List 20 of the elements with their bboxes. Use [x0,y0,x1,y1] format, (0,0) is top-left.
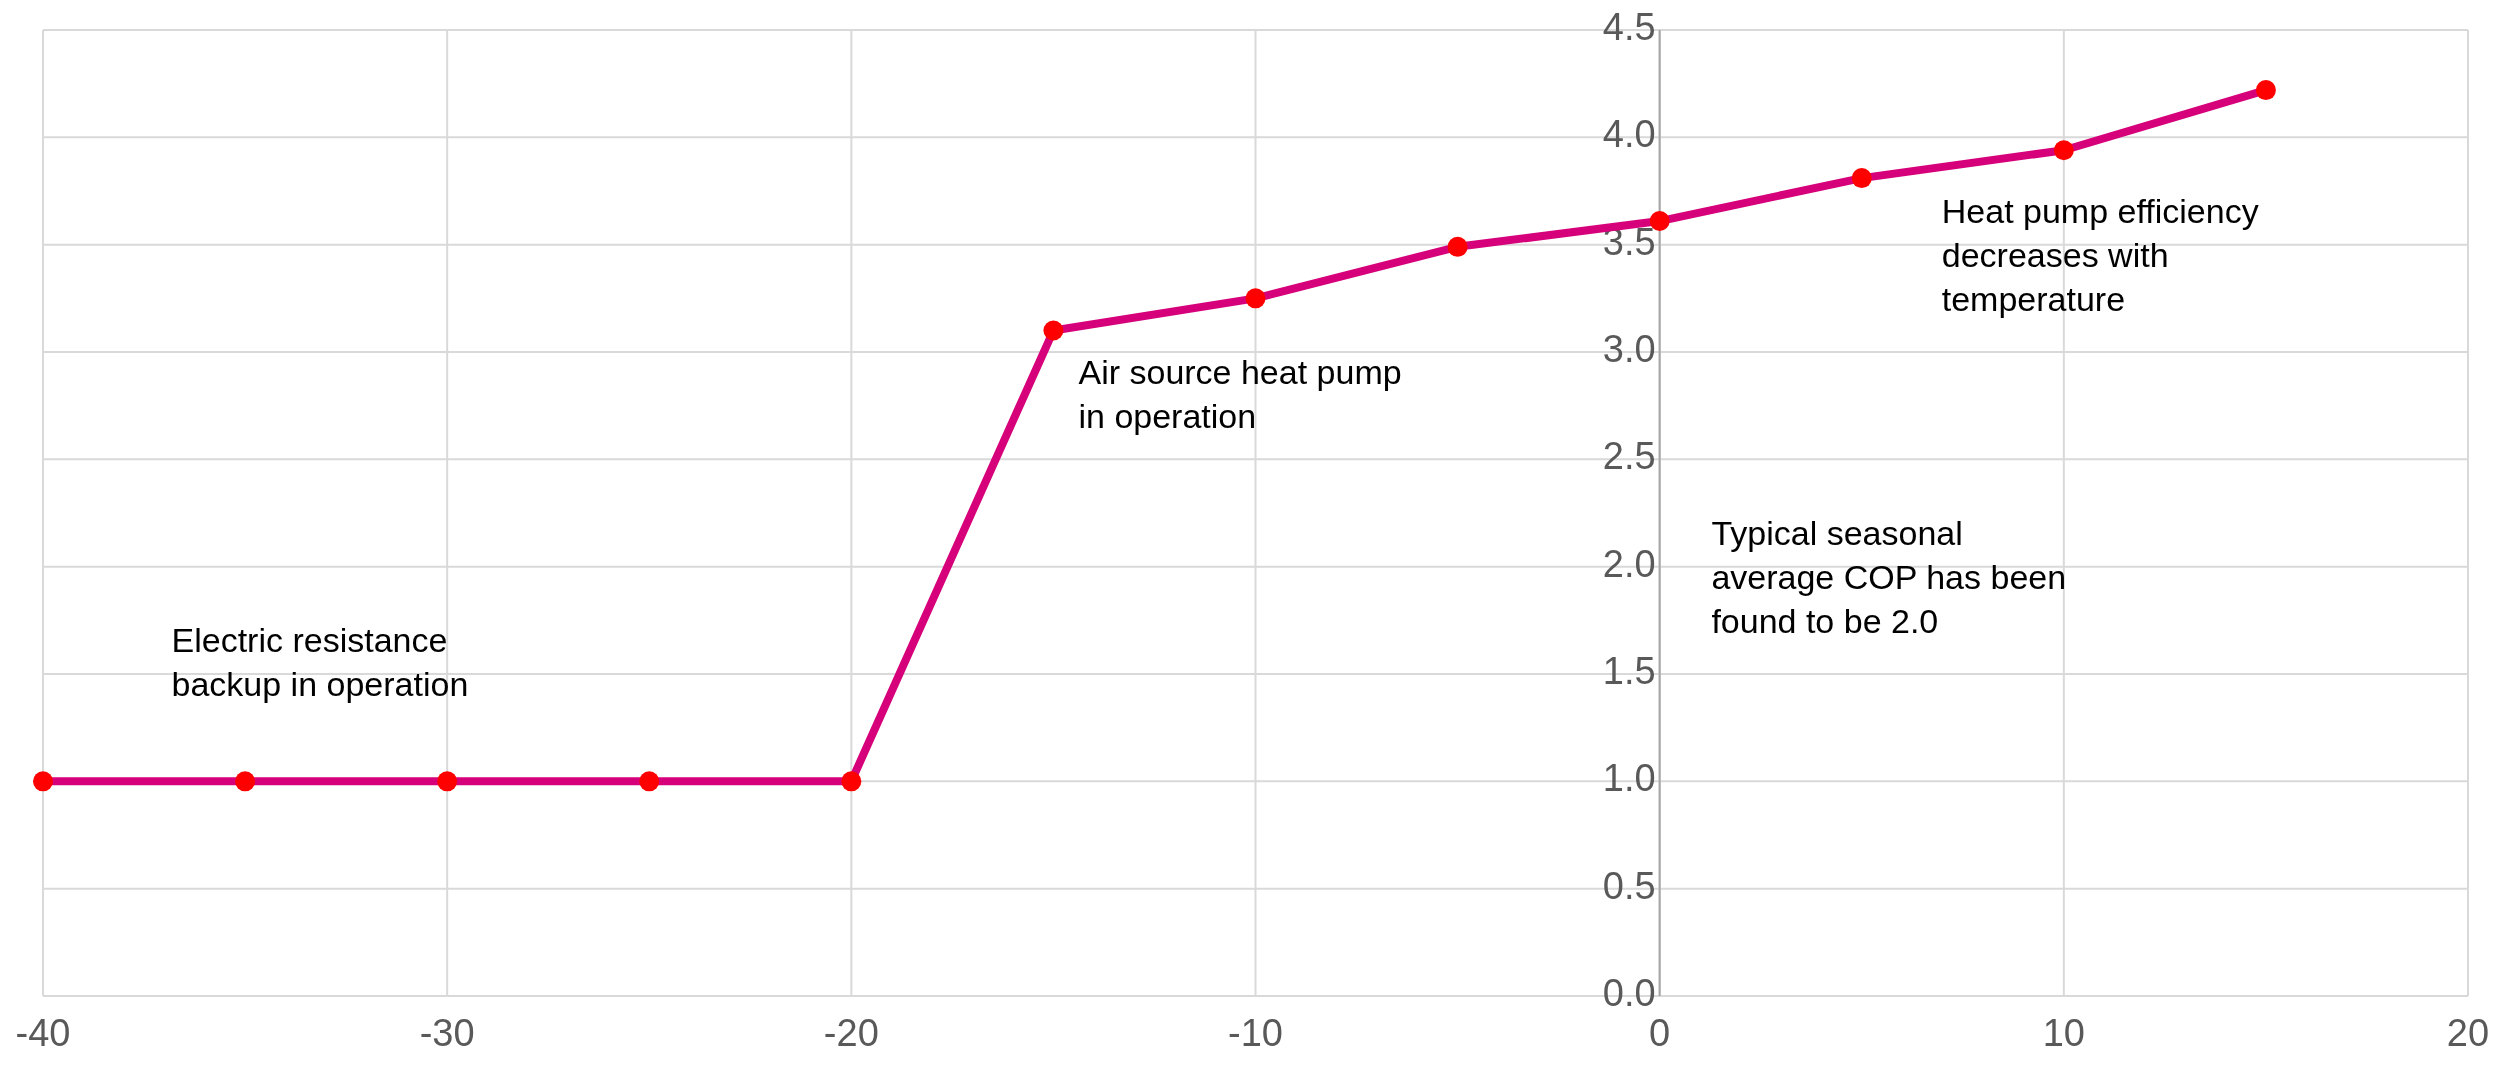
x-tick-label: 0 [1649,1012,1671,1054]
y-tick-label: 4.5 [1602,6,1656,49]
annotation: Electric resistance backup in operation [171,621,469,704]
y-tick-label: 0.0 [1602,972,1656,1015]
annotation: Typical seasonal average COP has been found to be 2.0 [1711,514,2067,640]
x-tick-label: -20 [823,1012,879,1054]
x-tick-label: 10 [2042,1012,2085,1054]
annotation: Heat pump efficiency decreases with temperature [1941,192,2259,319]
y-tick-label: 1.0 [1602,757,1656,800]
y-tick-label: 1.5 [1602,650,1656,693]
x-tick-label: 20 [2446,1012,2490,1054]
y-tick-label: 4.0 [1602,113,1656,156]
y-tick-label: 2.5 [1602,435,1656,478]
annotation: Air source heat pump in operation [1078,352,1402,435]
x-tick-label: -40 [15,1012,71,1054]
x-tick-label: -30 [419,1012,475,1054]
y-tick-label: 3.0 [1602,328,1656,371]
x-tick-label: -10 [1228,1012,1283,1054]
y-tick-label: 2.0 [1602,542,1656,585]
y-tick-label: 0.5 [1602,864,1656,907]
